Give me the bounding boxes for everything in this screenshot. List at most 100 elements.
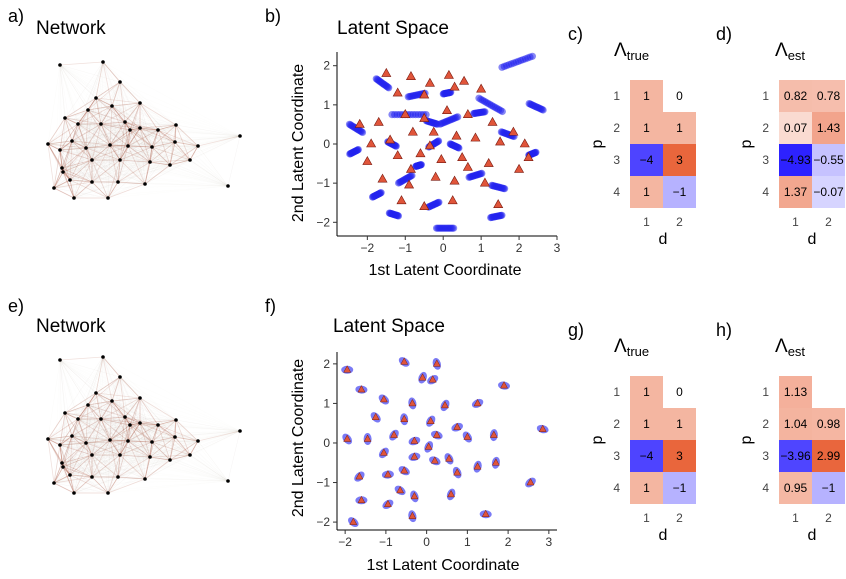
network-node [150, 440, 154, 444]
network-edge [87, 109, 111, 146]
network-edge [117, 145, 129, 183]
network-edge [95, 97, 129, 147]
network-edge [73, 121, 126, 199]
network-edge [53, 404, 89, 484]
network-edge [69, 147, 87, 181]
network-edge [119, 376, 176, 438]
network-edge [85, 147, 119, 183]
network-edge [119, 81, 241, 137]
network-edge [59, 359, 141, 424]
y-axis-title-f: 2nd Latent Coordinate [290, 359, 307, 517]
network-edge [119, 430, 241, 456]
true-position-marker [495, 136, 506, 146]
network-edge [151, 129, 159, 148]
network-edge [71, 435, 176, 438]
heatmap-title-c: Λtrue [614, 40, 649, 63]
network-edge [117, 476, 146, 480]
true-position-marker [473, 398, 482, 407]
network-node [150, 145, 154, 149]
heatmap-cell-label: 1.13 [784, 385, 808, 399]
network-edge [85, 440, 129, 444]
heatmap-cell [812, 112, 845, 144]
network-edge [175, 124, 229, 187]
network-edge [100, 123, 199, 147]
network-edge [69, 140, 73, 181]
network-edge [87, 105, 113, 111]
network-edge [59, 149, 151, 163]
true-position-marker [508, 126, 519, 136]
network-node [188, 158, 192, 162]
network-edge [59, 359, 241, 432]
network-edge [127, 422, 141, 442]
network-edge [59, 81, 121, 151]
network-edge [69, 179, 75, 199]
network-edge [64, 412, 111, 441]
network-edge [62, 397, 141, 468]
heatmap-cell-label: 1 [676, 417, 683, 431]
network-edge [64, 376, 121, 414]
network-edge [119, 454, 146, 480]
network-edge [73, 418, 102, 494]
network-edge [62, 418, 79, 468]
network-edge [47, 419, 177, 440]
network-edge [69, 146, 153, 181]
network-edge [144, 129, 159, 185]
network-edge [102, 356, 121, 456]
network-edge [151, 440, 199, 443]
network-edge [102, 61, 153, 148]
network-edge [64, 404, 89, 414]
network-edge [111, 400, 153, 443]
network-edge [73, 145, 129, 199]
network-edge [59, 359, 79, 420]
network-edge [87, 397, 141, 406]
network-edge [91, 141, 176, 183]
network-edge [61, 456, 151, 464]
network-edge [95, 97, 126, 123]
network-node [128, 128, 132, 132]
network-edge [85, 419, 177, 444]
network-edge [151, 135, 241, 148]
network-edge [109, 397, 141, 441]
network-edge [85, 147, 191, 161]
heatmap-cell [630, 176, 663, 208]
network-edge [77, 81, 121, 125]
network-edge [85, 121, 126, 149]
network-edge [139, 124, 177, 129]
network-edge [59, 149, 121, 161]
network-edge [47, 143, 129, 147]
network-edge [59, 64, 126, 123]
network-edge [102, 61, 171, 166]
network-edge [47, 438, 146, 480]
network-edge [85, 97, 97, 149]
network-edge [124, 121, 146, 185]
network-edge [62, 135, 241, 173]
network-edge [129, 129, 199, 147]
network-edge [85, 147, 171, 166]
network-edge [139, 127, 146, 185]
network-edge [87, 109, 102, 125]
network-edge [77, 418, 191, 456]
network-edge [149, 161, 229, 187]
network-edge [129, 129, 229, 187]
network-edge [95, 392, 146, 480]
network-edge [85, 105, 113, 149]
network-edge [95, 392, 111, 441]
network-edge [107, 129, 131, 199]
network-edge [139, 127, 153, 148]
network-node [63, 116, 67, 120]
network-edge [117, 424, 131, 478]
x-tick-label: 3 [546, 535, 553, 549]
heatmap-col-label: 1 [643, 215, 650, 229]
network-edge [59, 149, 63, 169]
network-edge [139, 422, 153, 443]
latent-title-f: Latent Space [333, 316, 445, 337]
heatmap-cell [630, 408, 663, 440]
network-edge [102, 356, 109, 494]
true-position-marker [408, 398, 417, 407]
heatmap-row-label: 1 [762, 89, 769, 103]
x-axis-title-f: 1st Latent Coordinate [367, 557, 520, 574]
network-edge [64, 97, 97, 119]
network-edge [47, 400, 113, 440]
network-edge [100, 397, 141, 420]
heatmap-row-label: 3 [762, 449, 769, 463]
